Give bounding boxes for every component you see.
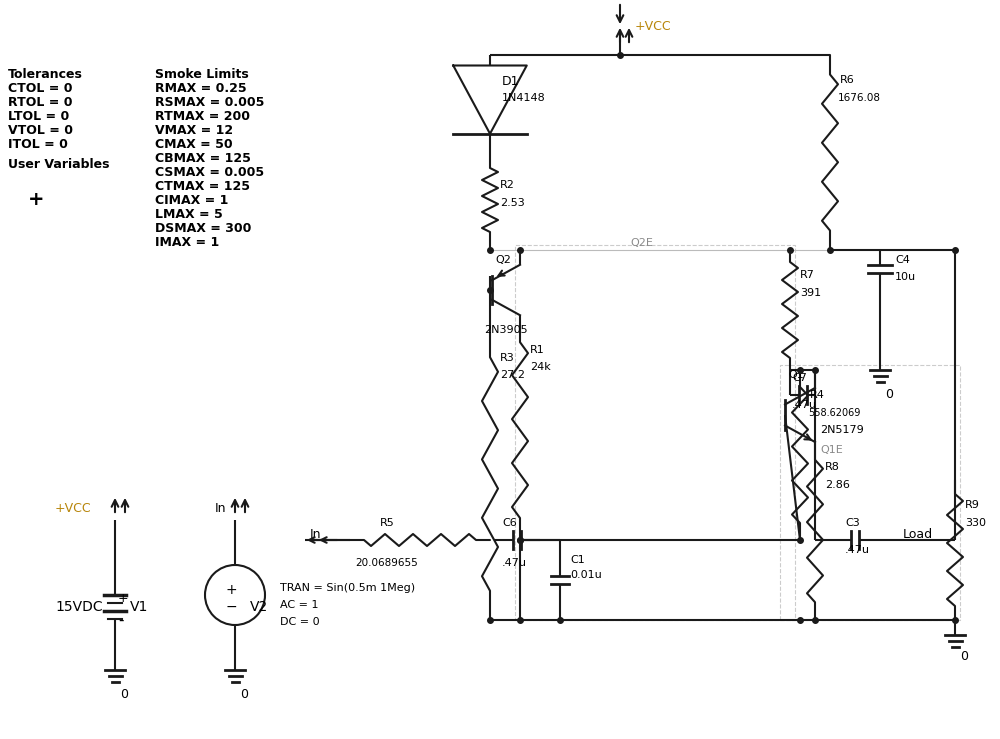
Text: RSMAX = 0.005: RSMAX = 0.005 (155, 96, 264, 109)
Text: 391: 391 (800, 288, 821, 298)
Text: CSMAX = 0.005: CSMAX = 0.005 (155, 166, 264, 179)
Text: 0: 0 (240, 688, 248, 701)
Text: D1: D1 (502, 75, 520, 88)
Text: R2: R2 (500, 180, 515, 190)
Text: +: + (28, 190, 44, 209)
Text: CMAX = 50: CMAX = 50 (155, 138, 233, 151)
Text: DSMAX = 300: DSMAX = 300 (155, 222, 251, 235)
Text: 2.86: 2.86 (825, 480, 850, 490)
Text: .47u: .47u (792, 400, 817, 410)
Text: 2N3905: 2N3905 (484, 325, 528, 335)
Text: 27.2: 27.2 (500, 370, 525, 380)
Text: LMAX = 5: LMAX = 5 (155, 208, 223, 221)
Text: 330: 330 (965, 518, 986, 528)
Text: CTOL = 0: CTOL = 0 (8, 82, 72, 95)
Text: VTOL = 0: VTOL = 0 (8, 124, 73, 137)
Text: CIMAX = 1: CIMAX = 1 (155, 194, 228, 207)
Text: R9: R9 (965, 500, 980, 510)
Text: In: In (215, 502, 226, 515)
Text: -: - (118, 613, 124, 628)
Text: 2N5179: 2N5179 (820, 425, 864, 435)
Text: C6: C6 (502, 518, 517, 528)
Text: 0.01u: 0.01u (570, 570, 602, 580)
Text: +VCC: +VCC (635, 20, 672, 33)
Text: −: − (225, 600, 237, 614)
Text: 0: 0 (960, 650, 968, 663)
Text: V2: V2 (250, 600, 268, 614)
Text: C4: C4 (895, 255, 910, 265)
Text: CTMAX = 125: CTMAX = 125 (155, 180, 250, 193)
Text: 2.53: 2.53 (500, 198, 525, 208)
Text: RTMAX = 200: RTMAX = 200 (155, 110, 250, 123)
Bar (780, 365, 960, 620)
Text: R8: R8 (825, 462, 840, 472)
Text: CBMAX = 125: CBMAX = 125 (155, 152, 251, 165)
Text: R3: R3 (500, 353, 515, 363)
Bar (515, 245, 795, 620)
Text: R1: R1 (530, 345, 545, 355)
Text: AC = 1: AC = 1 (280, 600, 318, 610)
Text: 1N4148: 1N4148 (502, 93, 546, 103)
Text: .47u: .47u (845, 545, 870, 555)
Text: Smoke Limits: Smoke Limits (155, 68, 249, 81)
Text: C3: C3 (845, 518, 860, 528)
Text: Q1E: Q1E (820, 445, 843, 455)
Text: C1: C1 (570, 555, 585, 565)
Text: ITOL = 0: ITOL = 0 (8, 138, 68, 151)
Text: DC = 0: DC = 0 (280, 617, 320, 627)
Text: 0: 0 (885, 388, 893, 401)
Text: Q2E: Q2E (630, 238, 653, 248)
Text: R4: R4 (810, 390, 825, 400)
Text: +VCC: +VCC (55, 502, 92, 515)
Text: IMAX = 1: IMAX = 1 (155, 236, 219, 249)
Text: RTOL = 0: RTOL = 0 (8, 96, 72, 109)
Text: 10u: 10u (895, 272, 916, 282)
Text: V1: V1 (130, 600, 148, 614)
Text: +: + (225, 583, 237, 597)
Text: 1676.08: 1676.08 (838, 93, 881, 103)
Text: LTOL = 0: LTOL = 0 (8, 110, 69, 123)
Text: .47u: .47u (502, 558, 527, 568)
Text: VMAX = 12: VMAX = 12 (155, 124, 233, 137)
Text: +: + (118, 592, 129, 605)
Text: Q2: Q2 (495, 255, 511, 265)
Text: Load: Load (903, 528, 933, 541)
Text: User Variables: User Variables (8, 158, 110, 171)
Text: Tolerances: Tolerances (8, 68, 83, 81)
Text: R6: R6 (840, 75, 855, 85)
Text: Q1: Q1 (788, 370, 804, 380)
Text: R7: R7 (800, 270, 815, 280)
Text: 24k: 24k (530, 362, 551, 372)
Text: 15VDC: 15VDC (55, 600, 103, 614)
Text: In: In (310, 528, 322, 541)
Text: R5: R5 (380, 518, 395, 528)
Text: 0: 0 (120, 688, 128, 701)
Text: 558.62069: 558.62069 (808, 408, 860, 418)
Text: TRAN = Sin(0.5m 1Meg): TRAN = Sin(0.5m 1Meg) (280, 583, 415, 593)
Text: 20.0689655: 20.0689655 (355, 558, 418, 568)
Text: C7: C7 (792, 373, 807, 383)
Text: RMAX = 0.25: RMAX = 0.25 (155, 82, 247, 95)
